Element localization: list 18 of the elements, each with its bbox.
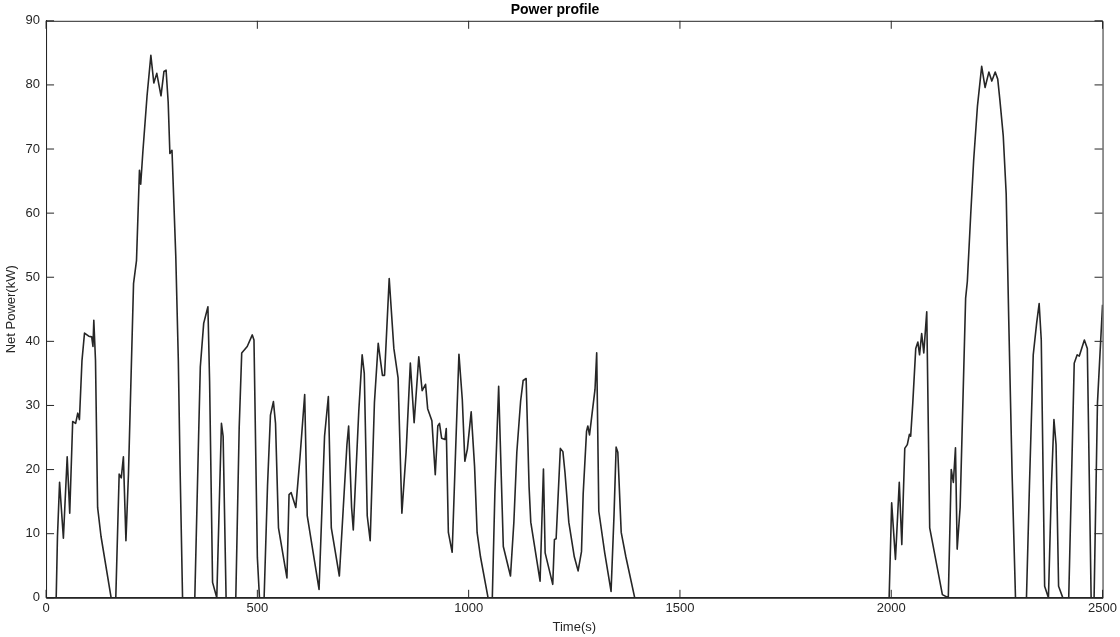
- y-tick-label: 30: [25, 397, 41, 413]
- chart-title: Power profile: [510, 1, 600, 18]
- y-tick-label: 90: [25, 12, 41, 28]
- y-tick-label: 10: [25, 525, 41, 541]
- y-tick-label: 70: [25, 140, 41, 156]
- y-tick-label: 40: [25, 332, 41, 348]
- y-tick-label: 0: [32, 589, 41, 605]
- x-tick-label: 1000: [454, 600, 484, 616]
- y-tick-label: 50: [25, 268, 41, 284]
- x-tick-label: 2500: [1088, 600, 1117, 616]
- y-axis-title: Net Power(kW): [3, 265, 19, 354]
- x-tick-label: 2000: [876, 600, 906, 616]
- y-tick-label: 20: [25, 461, 41, 477]
- y-tick-label: 60: [25, 204, 41, 220]
- y-tick-label: 80: [25, 76, 41, 92]
- x-tick-label: 500: [246, 600, 269, 616]
- x-tick-label: 1500: [665, 600, 695, 616]
- x-axis-title: Time(s): [552, 618, 597, 634]
